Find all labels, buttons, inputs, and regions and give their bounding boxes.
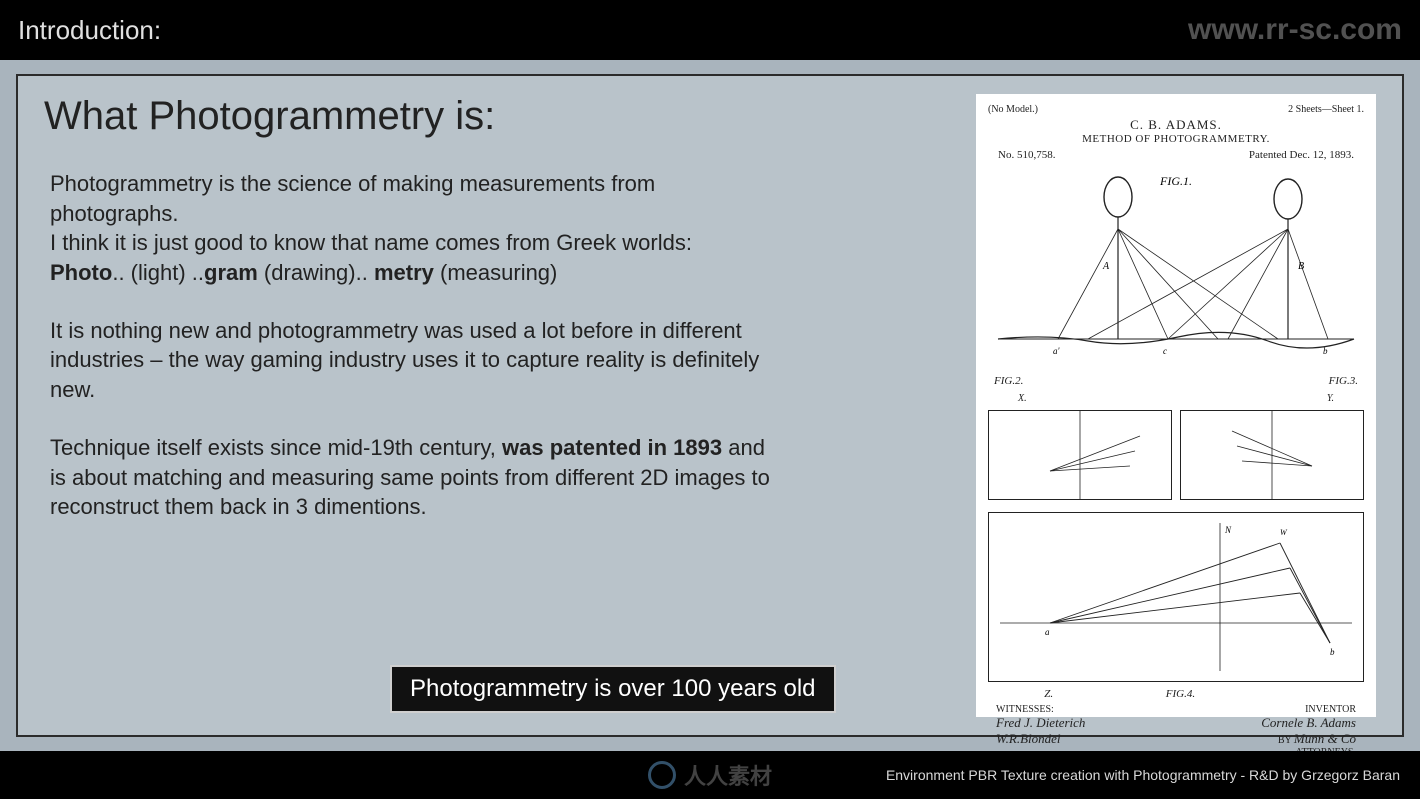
center-logo-text: 人人素材 bbox=[684, 759, 772, 791]
svg-text:b: b bbox=[1330, 647, 1335, 657]
patent-date: Patented Dec. 12, 1893. bbox=[1249, 149, 1354, 161]
svg-text:B: B bbox=[1298, 261, 1304, 272]
svg-text:a': a' bbox=[1053, 346, 1061, 356]
inventor-label: INVENTOR bbox=[1261, 704, 1356, 715]
section-label: Introduction: bbox=[18, 15, 161, 46]
content-card: What Photogrammetry is: Photogrammetry i… bbox=[16, 74, 1404, 737]
center-watermark-logo: 人人素材 bbox=[648, 759, 772, 791]
patent-figures: FIG.1. A B a' c b FIG.2. FIG.3. X. bbox=[988, 169, 1364, 700]
left-column: What Photogrammetry is: Photogrammetry i… bbox=[44, 94, 956, 717]
patent-author: C. B. ADAMS. bbox=[988, 117, 1364, 133]
fig4-label: FIG.4. bbox=[1166, 688, 1195, 700]
paragraph-1: Photogrammetry is the science of making … bbox=[50, 169, 770, 288]
patent-number: No. 510,758. bbox=[998, 149, 1055, 161]
svg-text:N: N bbox=[1224, 525, 1232, 535]
axis-y: Y. bbox=[1327, 393, 1334, 404]
paragraph-2: It is nothing new and photogrammetry was… bbox=[50, 316, 770, 405]
logo-circle-icon bbox=[648, 761, 676, 789]
footer-credit: Environment PBR Texture creation with Ph… bbox=[886, 767, 1400, 783]
card-title: What Photogrammetry is: bbox=[44, 94, 956, 139]
svg-text:a: a bbox=[1045, 627, 1050, 637]
witnesses-block: WITNESSES: Fred J. Dieterich W.R.Blondel bbox=[996, 704, 1085, 758]
body-text: Photogrammetry is the science of making … bbox=[50, 169, 770, 550]
patent-fig2-box bbox=[988, 410, 1172, 500]
fig3-label: FIG.3. bbox=[1329, 375, 1358, 387]
svg-text:A: A bbox=[1102, 261, 1110, 272]
inventor-name: Cornele B. Adams bbox=[1261, 715, 1356, 731]
patent-title: METHOD OF PHOTOGRAMMETRY. bbox=[988, 133, 1364, 145]
watermark-url: www.rr-sc.com bbox=[1188, 13, 1402, 47]
top-bar: Introduction: www.rr-sc.com bbox=[0, 0, 1420, 60]
axis-z: Z. bbox=[1044, 688, 1053, 700]
fig2-label: FIG.2. bbox=[994, 375, 1023, 387]
axis-x: X. bbox=[1018, 393, 1027, 404]
svg-text:c: c bbox=[1163, 346, 1167, 356]
witness-2: W.R.Blondel bbox=[996, 731, 1085, 747]
callout-box: Photogrammetry is over 100 years old bbox=[390, 665, 836, 713]
main-area: What Photogrammetry is: Photogrammetry i… bbox=[0, 60, 1420, 751]
patent-fig1: FIG.1. A B a' c b bbox=[988, 169, 1364, 369]
patent-fig3-box bbox=[1180, 410, 1364, 500]
svg-text:FIG.1.: FIG.1. bbox=[1159, 174, 1192, 188]
svg-text:W: W bbox=[1280, 528, 1288, 537]
patent-document: (No Model.) 2 Sheets—Sheet 1. C. B. ADAM… bbox=[976, 94, 1376, 717]
paragraph-3: Technique itself exists since mid-19th c… bbox=[50, 433, 770, 522]
svg-text:b: b bbox=[1323, 346, 1328, 356]
patent-no-model: (No Model.) bbox=[988, 104, 1038, 115]
witnesses-label: WITNESSES: bbox=[996, 704, 1085, 715]
by-label: BY bbox=[1278, 735, 1292, 746]
patent-sheets: 2 Sheets—Sheet 1. bbox=[1288, 104, 1364, 115]
bottom-bar: 人人素材 Environment PBR Texture creation wi… bbox=[0, 751, 1420, 799]
right-column: (No Model.) 2 Sheets—Sheet 1. C. B. ADAM… bbox=[976, 94, 1376, 717]
patent-fig4-box: a b W N bbox=[988, 512, 1364, 682]
witness-1: Fred J. Dieterich bbox=[996, 715, 1085, 731]
inventor-block: INVENTOR Cornele B. Adams BY Munn & Co A… bbox=[1261, 704, 1356, 758]
